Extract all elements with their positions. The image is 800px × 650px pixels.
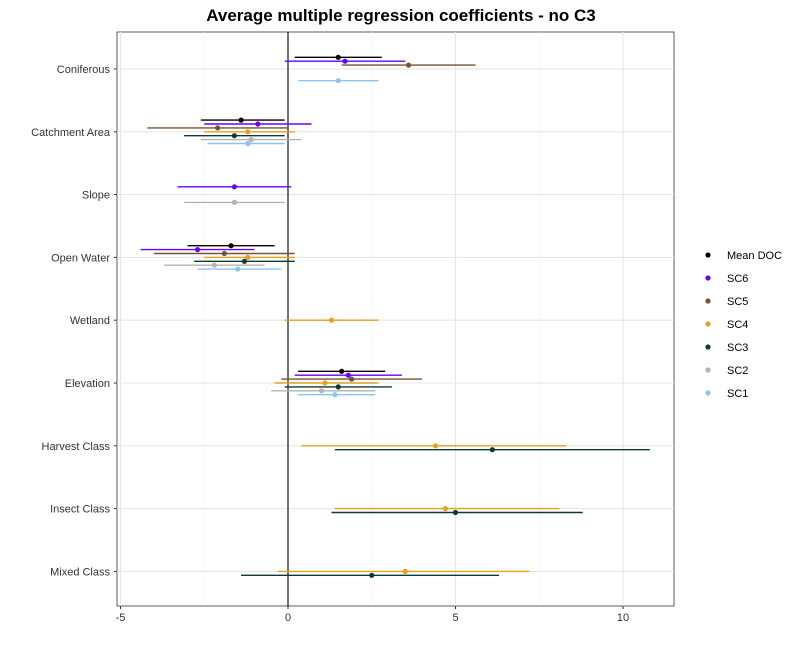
legend-key [705, 298, 711, 304]
series-sc3 [184, 133, 650, 578]
legend-label: SC5 [727, 296, 748, 308]
x-tick-label: -5 [116, 612, 126, 624]
y-tick-label: Open Water [51, 252, 110, 264]
x-tick-label: 5 [452, 612, 458, 624]
legend-item: SC1 [705, 388, 748, 400]
legend-item: SC3 [705, 342, 748, 354]
data-point [231, 199, 237, 205]
series-sc6 [140, 58, 406, 378]
data-point [349, 376, 355, 382]
y-axis: Coniferous Catchment Area Slope Open Water W… [31, 64, 117, 578]
data-point [215, 125, 221, 131]
series-sc2 [164, 137, 376, 394]
legend-item: SC4 [705, 319, 748, 331]
series-mean-doc [187, 54, 386, 374]
y-tick-label: Harvest Class [42, 441, 111, 453]
data-point [245, 254, 251, 260]
data-point [231, 184, 237, 190]
legend-label: SC4 [727, 319, 748, 331]
legend-key [705, 390, 711, 396]
data-point [442, 506, 449, 512]
data-point [345, 372, 351, 378]
legend-item: SC5 [705, 296, 748, 308]
series-sc4 [204, 129, 567, 575]
data-point [335, 54, 341, 60]
y-tick-label: Slope [82, 190, 110, 202]
data-point [328, 317, 335, 323]
data-point [402, 568, 408, 575]
data-point [369, 572, 375, 578]
data-point [432, 443, 438, 449]
y-tick-label: Insect Class [50, 504, 110, 516]
series-sc1 [197, 78, 379, 398]
data-point [248, 137, 254, 143]
data-point [318, 388, 325, 394]
y-tick-label: Coniferous [57, 64, 111, 76]
legend-key [705, 367, 711, 373]
y-tick-label: Mixed Class [50, 566, 110, 578]
plot-panel [116, 31, 675, 607]
legend-label: Mean DOC [727, 250, 782, 262]
data-point [221, 250, 227, 257]
data-point [452, 509, 459, 516]
data-point [406, 62, 412, 68]
chart-title: Average multiple regression coefficients… [206, 6, 596, 25]
x-tick-label: 0 [285, 612, 291, 624]
data-point [332, 392, 338, 398]
legend: Mean DOC SC6 SC5 SC4 SC3 SC2 SC1 [705, 250, 782, 400]
legend-label: SC6 [727, 273, 748, 285]
legend-key [705, 275, 711, 281]
data-point [235, 266, 241, 272]
series-sc5 [147, 62, 476, 382]
data-point [231, 133, 237, 139]
legend-label: SC1 [727, 388, 748, 400]
data-point [335, 384, 341, 390]
y-tick-label: Wetland [70, 315, 110, 327]
y-tick-label: Elevation [65, 378, 110, 390]
legend-key [705, 321, 711, 327]
data-point [211, 262, 217, 268]
data-point [335, 78, 341, 84]
series-layer [140, 54, 650, 578]
legend-label: SC2 [727, 365, 748, 377]
legend-item: SC2 [705, 365, 748, 377]
legend-item: SC6 [705, 273, 748, 285]
data-point [194, 247, 201, 253]
data-point [342, 58, 348, 64]
data-point [238, 117, 244, 123]
data-point [245, 140, 251, 147]
y-tick-label: Catchment Area [31, 127, 111, 139]
data-point [255, 121, 261, 127]
data-point [241, 258, 248, 264]
data-point [228, 243, 234, 249]
x-tick-label: 10 [617, 612, 629, 624]
x-axis: -5 0 5 10 [116, 606, 629, 624]
legend-key [705, 252, 711, 258]
legend-label: SC3 [727, 342, 748, 354]
data-point [322, 380, 328, 386]
data-point [339, 368, 345, 374]
data-point [245, 129, 251, 135]
data-point [489, 447, 495, 453]
legend-item: Mean DOC [705, 250, 782, 262]
legend-key [705, 344, 711, 350]
